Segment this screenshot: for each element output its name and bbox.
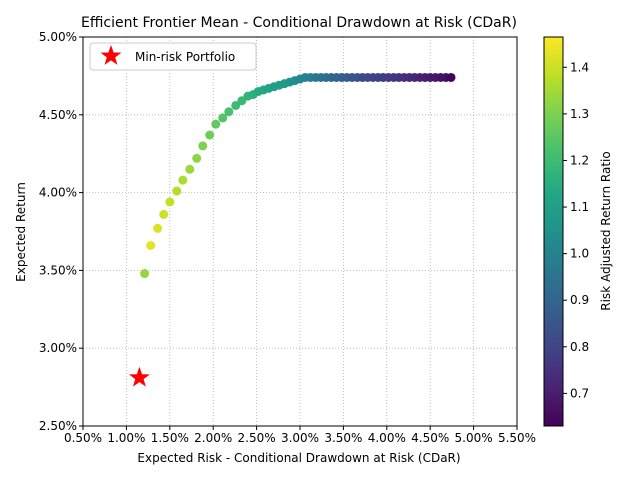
y-tick-label: 3.00% (39, 341, 77, 355)
colorbar-tick-label: 0.8 (570, 340, 589, 354)
y-axis-label: Expected Return (14, 182, 28, 282)
legend: Min-risk Portfolio (89, 42, 257, 71)
frontier-point (198, 141, 208, 151)
colorbar-tick-label: 0.7 (570, 386, 589, 400)
colorbar-tick-label: 1.3 (570, 107, 589, 121)
frontier-point (224, 107, 234, 117)
x-tick-label: 3.50% (324, 431, 362, 445)
axes: 0.50% 1.00% 1.50% 2.00% 2.50% 3.00% 3.50% 4.00%… (39, 30, 536, 445)
y-tick-label: 5.00% (39, 30, 77, 44)
x-tick-label: 1.00% (107, 431, 145, 445)
colorbar-ticks: 0.7 0.8 0.9 1.0 1.1 1.2 1.3 1.4 (563, 60, 589, 400)
legend-star-marker (100, 45, 122, 65)
x-tick-label: 2.00% (194, 431, 232, 445)
frontier-point (178, 175, 188, 185)
colorbar-tick-label: 1.0 (570, 247, 589, 261)
x-tick-label: 5.00% (455, 431, 493, 445)
y-tick-label: 4.50% (39, 108, 77, 122)
legend-label: Min-risk Portfolio (135, 50, 235, 64)
x-tick-label: 0.50% (64, 431, 102, 445)
frontier-point (218, 113, 228, 123)
x-tick-label: 4.50% (411, 431, 449, 445)
x-axis-label: Expected Risk - Conditional Drawdown at … (137, 451, 460, 465)
colorbar-tick-label: 0.9 (570, 293, 589, 307)
colorbar-tick-label: 1.1 (570, 200, 589, 214)
chart-title: Efficient Frontier Mean - Conditional Dr… (81, 15, 517, 31)
y-tick-label: 3.50% (39, 263, 77, 277)
y-tick-label: 4.00% (39, 186, 77, 200)
frontier-point (153, 223, 163, 233)
frontier-point (185, 164, 195, 174)
frontier-point (140, 269, 150, 279)
frontier-point (237, 96, 247, 106)
frontier-point (172, 186, 182, 196)
frontier-point (159, 209, 169, 219)
frontier-point (211, 119, 221, 129)
colorbar-label: Risk Adjusted Return Ratio (599, 151, 613, 310)
colorbar-gradient (543, 36, 564, 427)
frontier-point (205, 130, 215, 140)
colorbar-tick-label: 1.2 (570, 153, 589, 167)
x-tick-label: 4.00% (368, 431, 406, 445)
x-tick-label: 5.50% (498, 431, 536, 445)
grid (82, 36, 518, 427)
x-tick-label: 1.50% (151, 431, 189, 445)
frontier-point (446, 72, 456, 82)
y-tick-label: 2.50% (39, 419, 77, 433)
x-tick-label: 3.00% (281, 431, 319, 445)
colorbar-tick-label: 1.4 (570, 60, 589, 74)
colorbar: 0.7 0.8 0.9 1.0 1.1 1.2 1.3 1.4 Risk Adjusted R… (543, 36, 613, 427)
x-tick-label: 2.50% (238, 431, 276, 445)
frontier-point (231, 100, 241, 110)
frontier-point (146, 241, 156, 251)
legend-box (89, 42, 257, 71)
frontier-point (165, 197, 175, 207)
min-risk-star-marker (128, 366, 150, 387)
frontier-point (192, 153, 202, 163)
scatter-points (128, 72, 456, 387)
